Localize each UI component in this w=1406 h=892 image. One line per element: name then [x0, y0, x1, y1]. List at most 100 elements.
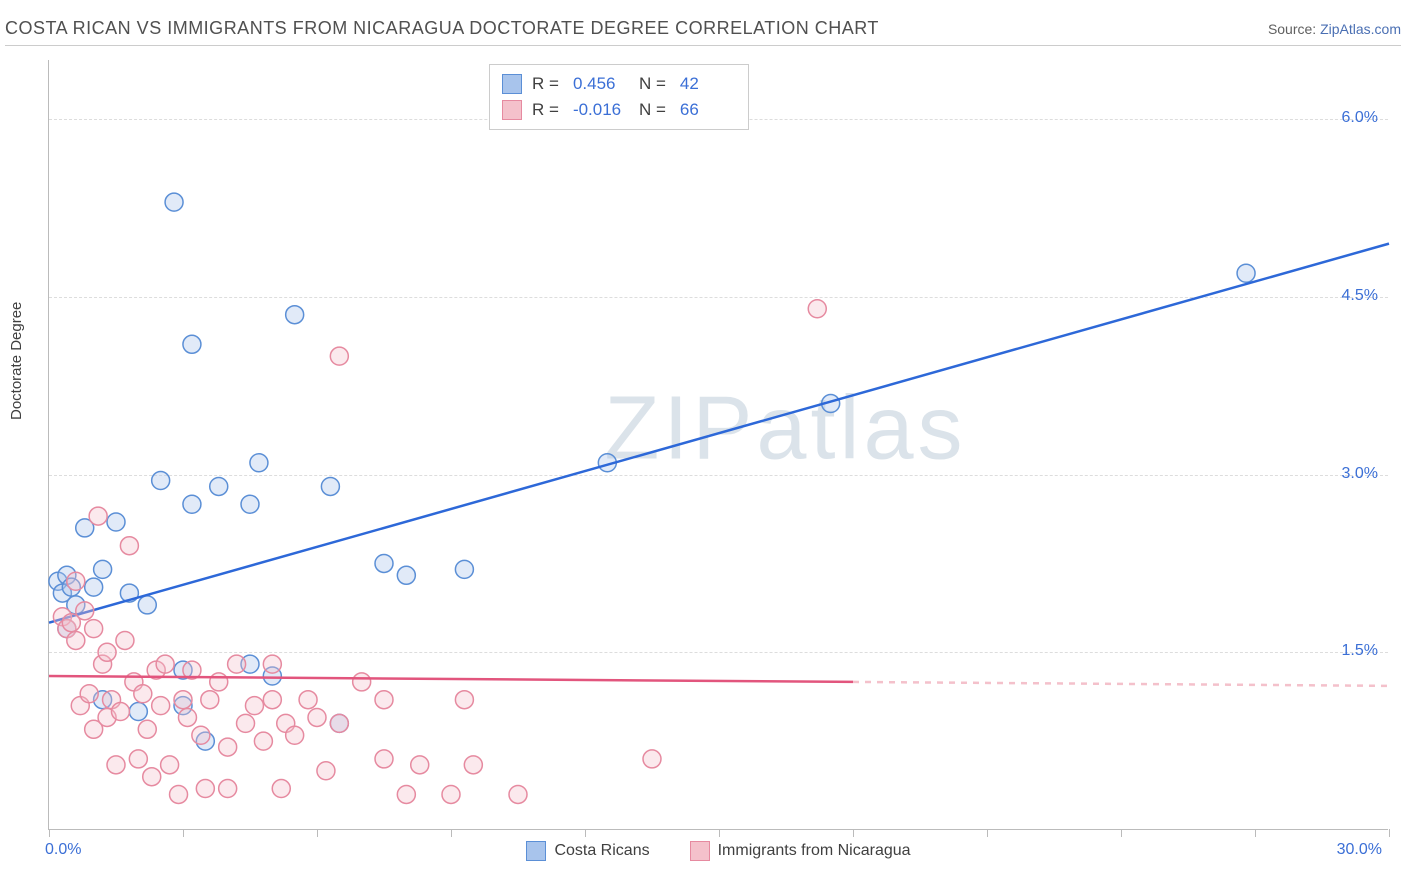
data-point	[85, 620, 103, 638]
data-point	[330, 347, 348, 365]
data-point	[411, 756, 429, 774]
x-tick	[183, 829, 184, 837]
chart-area: ZIPatlas 1.5%3.0%4.5%6.0% R = 0.456 N = …	[48, 60, 1388, 830]
x-tick	[853, 829, 854, 837]
data-point	[129, 703, 147, 721]
data-point	[263, 655, 281, 673]
data-point	[375, 750, 393, 768]
data-point	[509, 785, 527, 803]
stats-row-series-0: R = 0.456 N = 42	[502, 71, 736, 97]
data-point	[134, 685, 152, 703]
x-tick	[585, 829, 586, 837]
y-axis-label: Doctorate Degree	[8, 302, 25, 420]
data-point	[442, 785, 460, 803]
data-point	[76, 602, 94, 620]
x-tick	[1389, 829, 1390, 837]
data-point	[107, 513, 125, 531]
chart-title: COSTA RICAN VS IMMIGRANTS FROM NICARAGUA…	[5, 18, 879, 39]
regression-line-extrapolated	[853, 682, 1389, 686]
data-point	[263, 691, 281, 709]
data-point	[272, 780, 290, 798]
legend-item-series-0: Costa Ricans	[526, 841, 649, 861]
legend-item-series-1: Immigrants from Nicaragua	[690, 841, 911, 861]
data-point	[152, 697, 170, 715]
data-point	[210, 673, 228, 691]
data-point	[116, 631, 134, 649]
source-link[interactable]: ZipAtlas.com	[1320, 21, 1401, 37]
data-point	[201, 691, 219, 709]
x-tick	[49, 829, 50, 837]
data-point	[321, 477, 339, 495]
swatch-series-1	[502, 100, 522, 120]
x-tick	[451, 829, 452, 837]
swatch-series-0	[526, 841, 546, 861]
data-point	[98, 643, 116, 661]
data-point	[89, 507, 107, 525]
data-point	[286, 726, 304, 744]
header-bar: COSTA RICAN VS IMMIGRANTS FROM NICARAGUA…	[5, 18, 1401, 46]
data-point	[67, 631, 85, 649]
data-point	[455, 691, 473, 709]
data-point	[254, 732, 272, 750]
data-point	[353, 673, 371, 691]
data-point	[397, 785, 415, 803]
data-point	[138, 720, 156, 738]
data-point	[94, 560, 112, 578]
data-point	[317, 762, 335, 780]
data-point	[67, 572, 85, 590]
stats-box: R = 0.456 N = 42 R = -0.016 N = 66	[489, 64, 749, 130]
data-point	[196, 780, 214, 798]
data-point	[219, 780, 237, 798]
data-point	[286, 306, 304, 324]
stats-row-series-1: R = -0.016 N = 66	[502, 97, 736, 123]
data-point	[174, 691, 192, 709]
data-point	[643, 750, 661, 768]
x-tick	[719, 829, 720, 837]
data-point	[192, 726, 210, 744]
data-point	[178, 708, 196, 726]
x-axis-max-label: 30.0%	[1337, 841, 1382, 859]
data-point	[80, 685, 98, 703]
data-point	[237, 714, 255, 732]
regression-line	[49, 244, 1389, 623]
scatter-plot	[49, 60, 1388, 829]
data-point	[210, 477, 228, 495]
data-point	[375, 691, 393, 709]
data-point	[183, 335, 201, 353]
source-label: Source: ZipAtlas.com	[1268, 21, 1401, 37]
data-point	[397, 566, 415, 584]
data-point	[308, 708, 326, 726]
data-point	[156, 655, 174, 673]
swatch-series-0	[502, 74, 522, 94]
x-tick	[317, 829, 318, 837]
data-point	[250, 454, 268, 472]
data-point	[1237, 264, 1255, 282]
data-point	[152, 472, 170, 490]
data-point	[161, 756, 179, 774]
data-point	[299, 691, 317, 709]
data-point	[183, 495, 201, 513]
data-point	[111, 703, 129, 721]
data-point	[120, 537, 138, 555]
data-point	[330, 714, 348, 732]
data-point	[143, 768, 161, 786]
data-point	[85, 578, 103, 596]
data-point	[245, 697, 263, 715]
data-point	[219, 738, 237, 756]
data-point	[375, 554, 393, 572]
data-point	[808, 300, 826, 318]
data-point	[241, 495, 259, 513]
x-axis-min-label: 0.0%	[45, 841, 81, 859]
data-point	[464, 756, 482, 774]
data-point	[129, 750, 147, 768]
x-tick	[1121, 829, 1122, 837]
swatch-series-1	[690, 841, 710, 861]
legend: Costa Ricans Immigrants from Nicaragua	[49, 841, 1388, 861]
data-point	[228, 655, 246, 673]
x-tick	[987, 829, 988, 837]
x-tick	[1255, 829, 1256, 837]
data-point	[165, 193, 183, 211]
data-point	[138, 596, 156, 614]
data-point	[170, 785, 188, 803]
data-point	[455, 560, 473, 578]
